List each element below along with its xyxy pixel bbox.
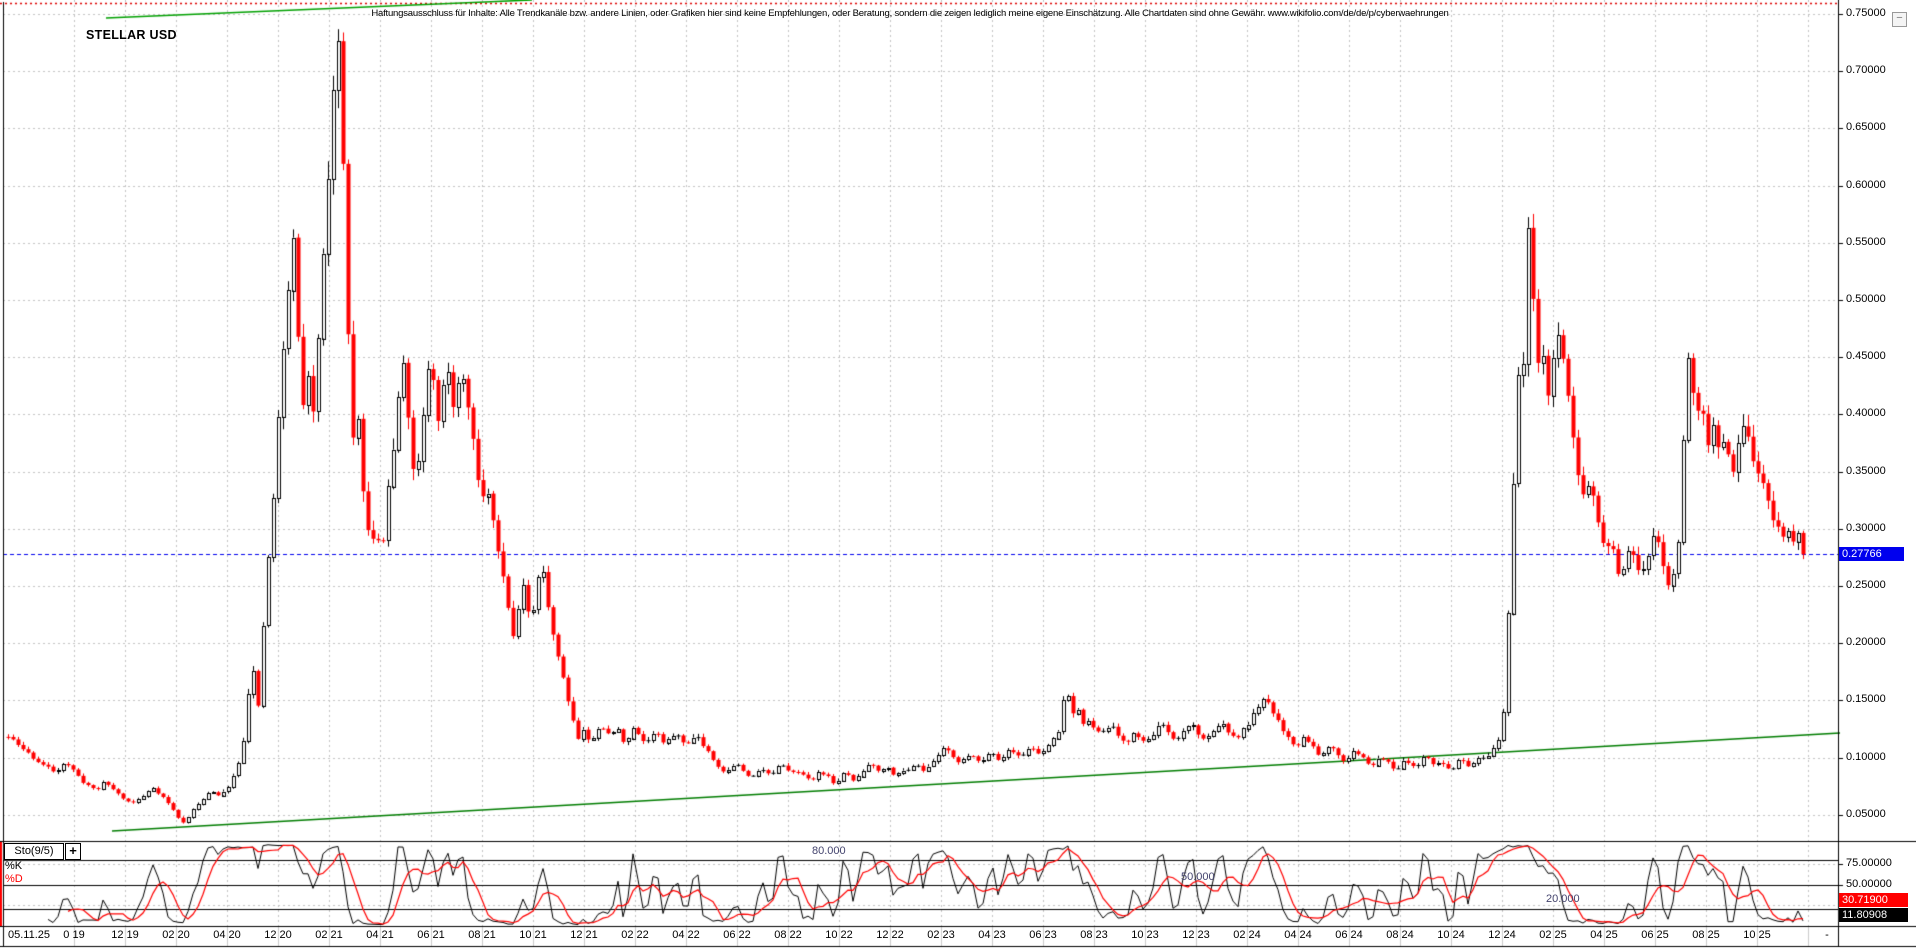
indicator-label-box[interactable]: Sto(9/5) xyxy=(4,843,64,860)
x-axis-label: 08 21 xyxy=(468,929,496,941)
x-axis-label: 04 23 xyxy=(978,929,1006,941)
y-axis-label: 0.10000 xyxy=(1846,751,1886,763)
y-axis-label: 0.75000 xyxy=(1846,7,1886,19)
x-axis-label: 06 24 xyxy=(1335,929,1363,941)
y-axis-label: 0.50000 xyxy=(1846,293,1886,305)
indicator-level-label: 80.000 xyxy=(812,845,846,857)
y-axis-label: 0.55000 xyxy=(1846,236,1886,248)
x-axis-label: 02 25 xyxy=(1539,929,1567,941)
stochastic-d-value-marker: 30.71900 xyxy=(1839,893,1908,907)
indicator-level-label: 20.000 xyxy=(1546,893,1580,905)
minus-icon: − xyxy=(1896,12,1903,24)
x-axis-label: 02 20 xyxy=(162,929,190,941)
y-axis-label: 0.45000 xyxy=(1846,350,1886,362)
x-axis-label: 04 24 xyxy=(1284,929,1312,941)
collapse-axis-button[interactable]: − xyxy=(1892,12,1907,27)
x-axis-label: 10 23 xyxy=(1131,929,1159,941)
x-axis-label: 04 20 xyxy=(213,929,241,941)
disclaimer-text: Haftungsausschluss für Inhalte: Alle Tre… xyxy=(371,8,1449,19)
y-axis-label: 0.35000 xyxy=(1846,465,1886,477)
x-axis-label: 02 24 xyxy=(1233,929,1261,941)
y-axis-label: 0.05000 xyxy=(1846,808,1886,820)
stochastic-d-label: %D xyxy=(5,873,23,885)
x-axis-label: 08 24 xyxy=(1386,929,1414,941)
x-axis-label: 02 23 xyxy=(927,929,955,941)
x-axis-label: 10 21 xyxy=(519,929,547,941)
y-axis-label: 0.20000 xyxy=(1846,636,1886,648)
y-axis-label: 0.70000 xyxy=(1846,64,1886,76)
x-axis-label: 06 23 xyxy=(1029,929,1057,941)
y-axis-label: 0.30000 xyxy=(1846,522,1886,534)
x-axis-label: 08 22 xyxy=(774,929,802,941)
y-axis-label: 0.25000 xyxy=(1846,579,1886,591)
stochastic-k-label: %K xyxy=(5,860,23,872)
stochastic-k-value-marker: 11.80908 xyxy=(1839,908,1908,922)
x-axis-label: 08 23 xyxy=(1080,929,1108,941)
x-axis-label: 06 21 xyxy=(417,929,445,941)
y-axis-label: 0.65000 xyxy=(1846,121,1886,133)
x-axis-label: 06 25 xyxy=(1641,929,1669,941)
x-axis-label: 12 23 xyxy=(1182,929,1210,941)
x-axis-label: 06 22 xyxy=(723,929,751,941)
chart-title: STELLAR USD xyxy=(86,28,177,42)
indicator-level-label: 50.000 xyxy=(1181,871,1215,883)
stochastic-axis-label: 50.00000 xyxy=(1846,878,1892,890)
x-axis-label: 12 20 xyxy=(264,929,292,941)
x-axis-label: 04 25 xyxy=(1590,929,1618,941)
x-axis-label: 12 22 xyxy=(876,929,904,941)
stochastic-axis-label: 75.00000 xyxy=(1846,857,1892,869)
x-axis-label: 10 25 xyxy=(1743,929,1771,941)
x-axis-label: - xyxy=(1825,929,1829,941)
x-axis-label: 12 21 xyxy=(570,929,598,941)
last-price-marker: 0.27766 xyxy=(1839,547,1904,561)
y-axis-label: 0.40000 xyxy=(1846,407,1886,419)
y-axis-label: 0.15000 xyxy=(1846,693,1886,705)
x-axis-label: 12 19 xyxy=(111,929,139,941)
x-axis-label: 04 22 xyxy=(672,929,700,941)
x-axis-label: 12 24 xyxy=(1488,929,1516,941)
x-axis-label: 0 19 xyxy=(63,929,85,941)
x-axis-label: 02 21 xyxy=(315,929,343,941)
x-axis-label: 04 21 xyxy=(366,929,394,941)
y-axis-label: 0.60000 xyxy=(1846,179,1886,191)
x-axis-label: 08 25 xyxy=(1692,929,1720,941)
x-axis-label: 10 22 xyxy=(825,929,853,941)
add-indicator-button[interactable]: + xyxy=(65,843,81,860)
x-axis-label: 02 22 xyxy=(621,929,649,941)
x-axis-label: 10 24 xyxy=(1437,929,1465,941)
x-axis-start-date-label: 05.11.25 xyxy=(8,929,51,941)
